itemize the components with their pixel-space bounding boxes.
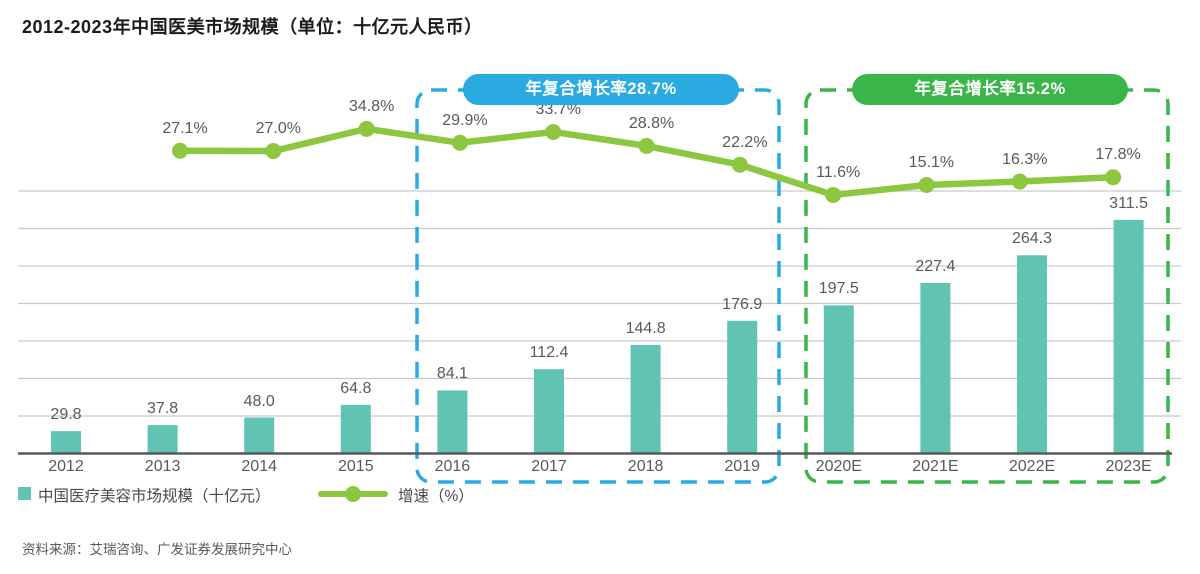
line-series-label: 增速（%）	[398, 488, 474, 505]
growth-marker-2013	[172, 142, 188, 159]
bar-2021E	[920, 282, 951, 454]
growth-marker-2022E	[1011, 173, 1028, 190]
growth-marker-2017	[545, 123, 562, 140]
bar-2023E	[1113, 219, 1144, 454]
growth-marker-2020E	[825, 186, 842, 203]
growth-marker-2023E	[1105, 169, 1122, 186]
source-note: 资料来源：艾瑞咨询、广发证券发展研究中心	[22, 542, 292, 557]
bar-2020E	[823, 305, 854, 454]
line-series-swatch	[318, 486, 388, 502]
growth-marker-2021E	[918, 176, 935, 193]
bar-2013	[147, 425, 178, 454]
growth-marker-2019	[731, 156, 748, 173]
growth-marker-2014	[265, 143, 282, 160]
cagr-badge-2020-2023: 年复合增长率15.2%	[852, 74, 1128, 105]
chart-title: 2012-2023年中国医美市场规模（单位：十亿元人民币）	[22, 17, 483, 37]
bar-2015	[340, 404, 371, 454]
growth-marker-2015	[358, 120, 375, 137]
cagr-badge-2016-2019: 年复合增长率28.7%	[463, 74, 739, 105]
bar-2018	[630, 344, 661, 454]
bar-2014	[244, 417, 275, 454]
bar-series-swatch	[18, 487, 31, 500]
bar-2019	[727, 320, 758, 454]
growth-marker-2018	[638, 137, 655, 154]
legend: 中国医疗美容市场规模（十亿元） 增速（%）	[0, 483, 1200, 507]
cagr-box-2016-2019	[415, 88, 781, 484]
bar-2022E	[1017, 255, 1047, 454]
bar-2017	[534, 369, 564, 454]
line-marker-icon	[345, 486, 361, 502]
bar-series-label: 中国医疗美容市场规模（十亿元）	[38, 488, 271, 505]
bar-2012	[51, 431, 81, 454]
growth-marker-2016	[451, 134, 468, 151]
bar-2016	[437, 390, 468, 454]
